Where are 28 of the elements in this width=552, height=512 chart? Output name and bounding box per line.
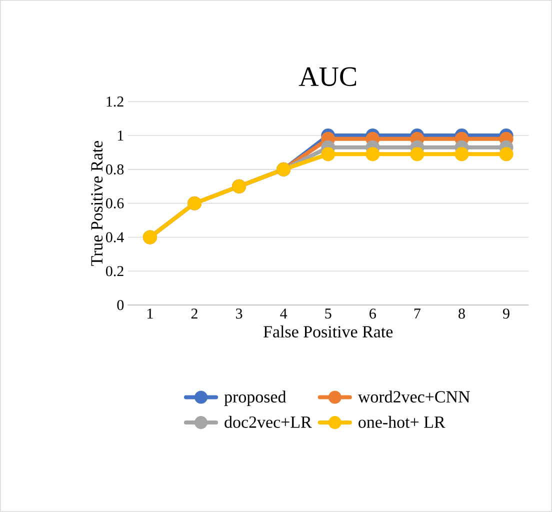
y-tick-label: 0.2 [106,266,124,276]
point [321,147,336,162]
y-axis-title: True Positive Rate [91,141,103,266]
chart-title: AUC [298,67,356,86]
legend-label: word2vec+CNN [358,390,470,403]
y-tick-label: 0.6 [106,198,124,208]
x-tick-label: 9 [503,308,510,319]
legend-label: one-hot+ LR [358,416,446,428]
x-tick-label: 7 [414,308,420,318]
x-tick-label: 2 [191,308,198,319]
x-tick-label: 4 [280,308,288,318]
point [410,147,424,162]
legend-label: proposed [224,390,286,406]
x-tick-label: 8 [458,308,465,319]
point [499,147,514,162]
x-tick-label: 6 [370,308,376,319]
legend-label: doc2vec+LR [224,416,312,428]
point [454,147,469,162]
x-tick-label: 3 [236,308,242,319]
x-axis-title: False Positive Rate [264,326,393,338]
y-tick-label: 0.8 [106,164,124,175]
point [366,147,380,162]
x-tick-label: 5 [325,308,332,319]
y-tick-label: 0.4 [106,232,124,242]
x-tick-label: 1 [148,308,153,319]
y-tick-label: 0 [117,300,124,310]
y-tick-label: 1.2 [106,96,124,107]
y-tick-label: 1 [118,130,124,141]
